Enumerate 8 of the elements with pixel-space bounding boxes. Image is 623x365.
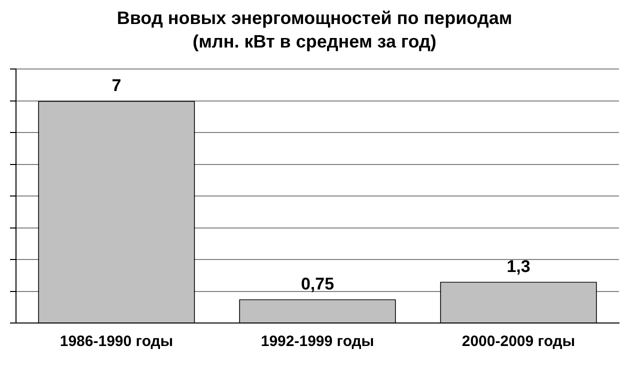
chart-subtitle: (млн. кВт в среднем за год)	[192, 31, 436, 52]
x-tick-label: 1986-1990 годы	[60, 333, 174, 350]
x-tick-label: 1992-1999 годы	[260, 333, 374, 350]
data-label: 0,75	[300, 274, 334, 294]
data-label: 7	[112, 76, 122, 96]
chart-title: Ввод новых энергомощностей по периодам	[116, 8, 512, 28]
data-label: 1,3	[506, 256, 530, 276]
x-tick-label: 2000-2009 годы	[462, 333, 576, 350]
